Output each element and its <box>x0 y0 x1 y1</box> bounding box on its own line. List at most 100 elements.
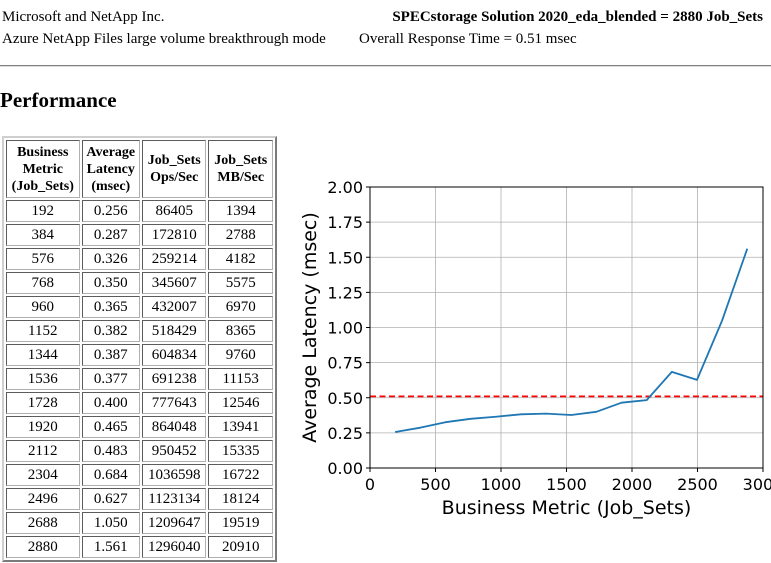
section-title: Performance <box>0 88 117 112</box>
cell-business-metric: 768 <box>6 272 80 294</box>
header-ops-per-sec: Job_Sets Ops/Sec <box>142 140 207 198</box>
y-tick-label: 1.25 <box>327 283 363 302</box>
cell-mb-per-sec: 6970 <box>208 296 273 318</box>
series-layer <box>394 248 749 433</box>
cell-business-metric: 2496 <box>6 488 80 510</box>
x-axis-label: Business Metric (Job_Sets) <box>442 497 692 519</box>
cell-mb-per-sec: 11153 <box>208 368 273 390</box>
table-row: 2880 1.561 1296040 20910 <box>6 536 273 558</box>
cell-average-latency: 0.684 <box>81 464 140 486</box>
table-row: 1920 0.465 864048 13941 <box>6 416 273 438</box>
y-tick-label: 0.50 <box>327 389 363 408</box>
cell-ops-per-sec: 86405 <box>142 200 207 222</box>
cell-business-metric: 960 <box>6 296 80 318</box>
cell-mb-per-sec: 4182 <box>208 248 273 270</box>
cell-business-metric: 2112 <box>6 440 80 462</box>
table-body: 192 0.256 86405 1394 384 0.287 172810 2788 576 0.… <box>6 200 273 558</box>
header-mb-per-sec: Job_Sets MB/Sec <box>208 140 273 198</box>
table-row: 2688 1.050 1209647 19519 <box>6 512 273 534</box>
y-tick-label: 2.00 <box>327 178 363 197</box>
cell-business-metric: 1728 <box>6 392 80 414</box>
table-row: 384 0.287 172810 2788 <box>6 224 273 246</box>
cell-business-metric: 2304 <box>6 464 80 486</box>
cell-mb-per-sec: 15335 <box>208 440 273 462</box>
cell-mb-per-sec: 5575 <box>208 272 273 294</box>
cell-business-metric: 192 <box>6 200 80 222</box>
cell-ops-per-sec: 1123134 <box>142 488 207 510</box>
cell-business-metric: 2688 <box>6 512 80 534</box>
table-row: 192 0.256 86405 1394 <box>6 200 273 222</box>
cell-mb-per-sec: 16722 <box>208 464 273 486</box>
cell-business-metric: 2880 <box>6 536 80 558</box>
table-row: 960 0.365 432007 6970 <box>6 296 273 318</box>
cell-average-latency: 0.326 <box>81 248 140 270</box>
cell-business-metric: 384 <box>6 224 80 246</box>
cell-mb-per-sec: 18124 <box>208 488 273 510</box>
cell-mb-per-sec: 19519 <box>208 512 273 534</box>
cell-average-latency: 0.350 <box>81 272 140 294</box>
header-right: SPECstorage Solution 2020_eda_blended = … <box>359 6 763 50</box>
y-tick-label: 1.00 <box>327 319 363 338</box>
vendor-name: Microsoft and NetApp Inc. <box>2 9 165 25</box>
table-row: 2304 0.684 1036598 16722 <box>6 464 273 486</box>
cell-mb-per-sec: 9760 <box>208 344 273 366</box>
horizontal-rule <box>0 65 771 67</box>
cell-mb-per-sec: 8365 <box>208 320 273 342</box>
y-tick-label: 1.50 <box>327 248 363 267</box>
cell-ops-per-sec: 950452 <box>142 440 207 462</box>
header-business-metric: Business Metric (Job_Sets) <box>6 140 80 198</box>
cell-ops-per-sec: 1036598 <box>142 464 207 486</box>
y-tick-label: 1.75 <box>327 213 363 232</box>
cell-ops-per-sec: 172810 <box>142 224 207 246</box>
cell-average-latency: 1.050 <box>81 512 140 534</box>
header-average-latency: Average Latency (msec) <box>81 140 140 198</box>
cell-average-latency: 0.465 <box>81 416 140 438</box>
cell-ops-per-sec: 432007 <box>142 296 207 318</box>
chart-grid <box>369 186 764 469</box>
cell-average-latency: 0.387 <box>81 344 140 366</box>
x-tick-label: 1000 <box>481 475 522 494</box>
table-row: 2112 0.483 950452 15335 <box>6 440 273 462</box>
header-left: Microsoft and NetApp Inc. Azure NetApp F… <box>2 6 326 50</box>
y-axis-label: Average Latency (msec) <box>299 212 321 443</box>
overall-response-time: Overall Response Time = 0.51 msec <box>359 31 577 47</box>
cell-ops-per-sec: 604834 <box>142 344 207 366</box>
cell-ops-per-sec: 345607 <box>142 272 207 294</box>
cell-average-latency: 0.382 <box>81 320 140 342</box>
cell-mb-per-sec: 13941 <box>208 416 273 438</box>
x-tick-label: 2000 <box>612 475 653 494</box>
y-tick-label: 0.00 <box>327 459 363 478</box>
cell-average-latency: 1.561 <box>81 536 140 558</box>
cell-ops-per-sec: 1296040 <box>142 536 207 558</box>
cell-ops-per-sec: 691238 <box>142 368 207 390</box>
table-row: 576 0.326 259214 4182 <box>6 248 273 270</box>
table-row: 768 0.350 345607 5575 <box>6 272 273 294</box>
cell-business-metric: 1920 <box>6 416 80 438</box>
cell-mb-per-sec: 2788 <box>208 224 273 246</box>
cell-business-metric: 1344 <box>6 344 80 366</box>
table-row: 1728 0.400 777643 12546 <box>6 392 273 414</box>
x-tick-label: 1500 <box>546 475 587 494</box>
cell-ops-per-sec: 259214 <box>142 248 207 270</box>
cell-ops-per-sec: 864048 <box>142 416 207 438</box>
x-tick-label: 0 <box>365 475 375 494</box>
table-row: 1536 0.377 691238 11153 <box>6 368 273 390</box>
performance-table: Business Metric (Job_Sets) Average Laten… <box>2 136 277 562</box>
table-row: 1152 0.382 518429 8365 <box>6 320 273 342</box>
table-row: 1344 0.387 604834 9760 <box>6 344 273 366</box>
cell-average-latency: 0.365 <box>81 296 140 318</box>
cell-average-latency: 0.627 <box>81 488 140 510</box>
cell-average-latency: 0.400 <box>81 392 140 414</box>
cell-ops-per-sec: 777643 <box>142 392 207 414</box>
benchmark-metric: SPECstorage Solution 2020_eda_blended = … <box>392 9 763 25</box>
table-row: 2496 0.627 1123134 18124 <box>6 488 273 510</box>
cell-ops-per-sec: 518429 <box>142 320 207 342</box>
y-tick-label: 0.25 <box>327 424 363 443</box>
cell-business-metric: 1536 <box>6 368 80 390</box>
product-name: Azure NetApp Files large volume breakthr… <box>2 31 326 47</box>
y-tick-label: 0.75 <box>327 354 363 373</box>
cell-mb-per-sec: 1394 <box>208 200 273 222</box>
